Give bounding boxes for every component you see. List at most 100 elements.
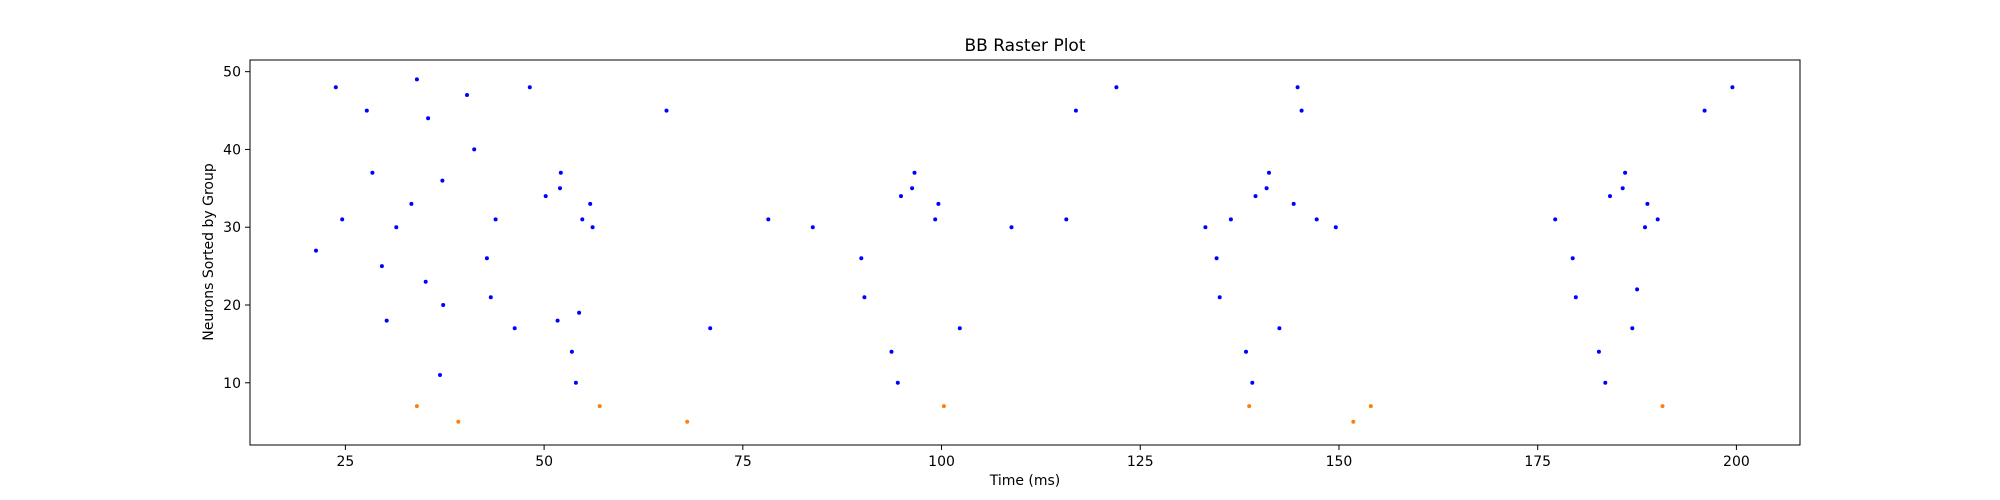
spike-point: [1351, 419, 1356, 424]
spike-point: [558, 170, 563, 175]
spike-point: [588, 201, 593, 206]
spike-point: [577, 310, 582, 315]
spike-point: [912, 170, 917, 175]
spike-point: [1277, 326, 1282, 331]
spike-point: [580, 217, 585, 222]
spike-point: [1264, 186, 1269, 191]
spike-point: [1228, 217, 1233, 222]
spike-point: [1655, 217, 1660, 222]
spike-point: [409, 201, 414, 206]
spike-point: [484, 256, 489, 261]
x-tick-label: 200: [1723, 454, 1750, 470]
spike-point: [1250, 380, 1255, 385]
spike-point: [1608, 194, 1612, 199]
spike-point: [936, 201, 941, 206]
spike-point: [1620, 186, 1625, 191]
spike-point: [1645, 201, 1650, 206]
spike-point: [1630, 326, 1635, 331]
spike-point: [441, 303, 446, 307]
spike-point: [1333, 225, 1338, 230]
spike-point: [1009, 225, 1014, 230]
spike-point: [1267, 170, 1271, 175]
spike-point: [597, 404, 602, 409]
spike-point: [1217, 295, 1222, 300]
spike-point: [664, 108, 669, 113]
spike-point: [1702, 108, 1707, 113]
spike-point: [1073, 108, 1078, 113]
spike-point: [364, 108, 369, 113]
spike-point: [384, 318, 389, 323]
spike-point: [1596, 349, 1601, 354]
plot-frame: [249, 59, 1801, 446]
spike-point: [590, 225, 595, 230]
spike-point: [1314, 217, 1319, 222]
spike-point: [899, 194, 903, 199]
spike-point: [394, 225, 399, 230]
x-axis: 25 50 75 100 125 150 175 200: [336, 445, 1750, 470]
spike-point: [555, 318, 560, 323]
spike-point: [423, 279, 428, 284]
spike-point: [440, 178, 445, 183]
spike-point: [314, 248, 318, 253]
spike-point: [941, 404, 946, 409]
spike-point: [889, 349, 894, 354]
spike-point: [1730, 85, 1735, 90]
spike-point: [1253, 194, 1258, 199]
spike-point: [1244, 349, 1248, 354]
chart-title: BB Raster Plot: [964, 36, 1085, 56]
spike-point: [573, 380, 578, 385]
spike-point: [685, 419, 690, 424]
spike-point: [472, 147, 477, 152]
spike-point: [895, 380, 900, 385]
y-tick-label: 30: [223, 220, 241, 236]
spike-point: [933, 217, 938, 222]
spike-point: [766, 217, 771, 222]
spike-point: [493, 217, 498, 222]
chart-marks: [314, 77, 1735, 424]
spike-point: [1660, 404, 1665, 409]
spike-point: [1570, 256, 1575, 261]
spike-point: [488, 295, 493, 300]
x-tick-label: 50: [535, 454, 553, 470]
spike-point: [414, 77, 419, 82]
spike-point: [910, 186, 915, 191]
y-tick-label: 50: [223, 65, 241, 81]
spike-point: [569, 349, 574, 354]
spike-point: [708, 326, 713, 331]
spike-point: [1635, 287, 1640, 292]
spike-point: [810, 225, 815, 230]
spike-point: [1603, 380, 1608, 385]
spike-point: [340, 217, 345, 222]
y-tick-label: 40: [223, 142, 241, 158]
y-axis: 10 20 30 40 50: [223, 65, 250, 392]
x-tick-label: 175: [1524, 454, 1551, 470]
spike-point: [456, 419, 461, 424]
spike-point: [957, 326, 962, 331]
spike-point: [1114, 85, 1119, 90]
spike-point: [1203, 225, 1208, 230]
spike-point: [1214, 256, 1219, 261]
spike-point: [527, 85, 532, 90]
x-tick-label: 25: [336, 454, 354, 470]
y-tick-label: 10: [223, 376, 241, 392]
y-tick-label: 20: [223, 298, 241, 314]
spike-point: [438, 373, 442, 377]
y-axis-label: Neurons Sorted by Group: [201, 163, 217, 341]
spike-point: [512, 326, 517, 331]
spike-point: [1643, 225, 1647, 230]
x-axis-label: Time (ms): [989, 473, 1061, 489]
spike-point: [543, 194, 548, 199]
spike-point: [1291, 201, 1296, 206]
spike-point: [1299, 108, 1304, 113]
spike-point: [1623, 170, 1628, 175]
spike-point: [333, 85, 338, 90]
spike-point: [1295, 85, 1300, 90]
x-tick-label: 100: [928, 454, 955, 470]
spike-point: [414, 404, 419, 409]
spike-point: [1553, 217, 1558, 222]
spike-point: [558, 186, 562, 191]
spike-point: [370, 170, 375, 175]
spike-point: [859, 256, 864, 261]
spike-point: [1247, 404, 1252, 409]
x-tick-label: 75: [734, 454, 752, 470]
